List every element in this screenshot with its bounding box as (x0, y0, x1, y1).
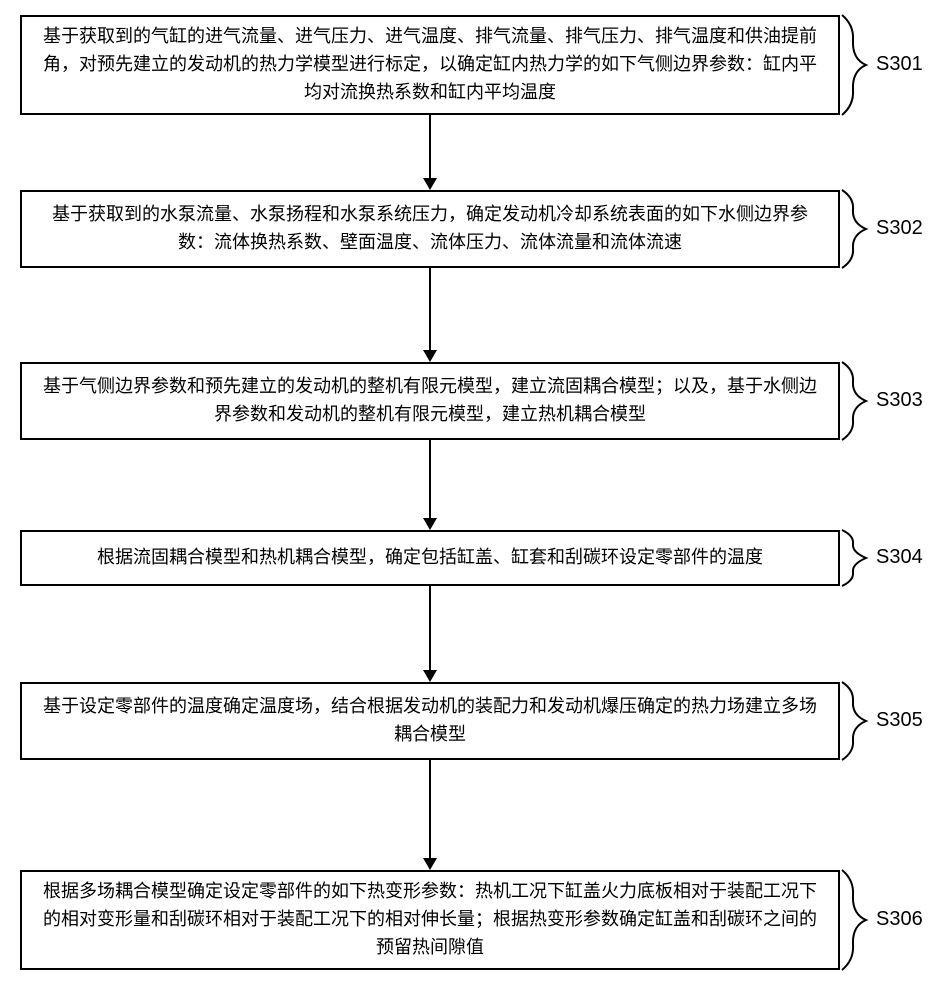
flow-step-s306: 根据多场耦合模型确定设定零部件的如下热变形参数：热机工况下缸盖火力底板相对于装配… (20, 870, 840, 970)
flow-step-text: 根据流固耦合模型和热机耦合模型，确定包括缸盖、缸套和刮碳环设定零部件的温度 (97, 544, 763, 572)
flow-step-s301: 基于获取到的气缸的进气流量、进气压力、进气温度、排气流量、排气压力、排气温度和供… (20, 15, 840, 115)
flow-step-label-s304: S304 (876, 546, 923, 569)
flow-step-s305: 基于设定零部件的温度确定温度场，结合根据发动机的装配力和发动机爆压确定的热力场建… (20, 682, 840, 760)
flow-arrow (415, 115, 445, 190)
brace-connector (842, 870, 870, 970)
brace-connector (842, 190, 870, 268)
flow-step-text: 根据多场耦合模型确定设定零部件的如下热变形参数：热机工况下缸盖火力底板相对于装配… (42, 878, 818, 962)
flow-step-label-s305: S305 (876, 709, 923, 732)
flow-step-label-s301: S301 (876, 53, 923, 76)
flowchart-canvas: 基于获取到的气缸的进气流量、进气压力、进气温度、排气流量、排气压力、排气温度和供… (0, 0, 942, 1000)
brace-connector (842, 682, 870, 760)
flow-step-s304: 根据流固耦合模型和热机耦合模型，确定包括缸盖、缸套和刮碳环设定零部件的温度 (20, 530, 840, 586)
flow-step-text: 基于获取到的水泵流量、水泵扬程和水泵系统压力，确定发动机冷却系统表面的如下水侧边… (42, 201, 818, 257)
flow-step-label-s302: S302 (876, 217, 923, 240)
flow-arrow (415, 440, 445, 530)
flow-step-s303: 基于气侧边界参数和预先建立的发动机的整机有限元模型，建立流固耦合模型；以及，基于… (20, 362, 840, 440)
flow-step-text: 基于气侧边界参数和预先建立的发动机的整机有限元模型，建立流固耦合模型；以及，基于… (42, 373, 818, 429)
brace-connector (842, 15, 870, 115)
flow-step-label-s306: S306 (876, 908, 923, 931)
flow-step-text: 基于设定零部件的温度确定温度场，结合根据发动机的装配力和发动机爆压确定的热力场建… (42, 693, 818, 749)
flow-step-label-s303: S303 (876, 389, 923, 412)
flow-step-s302: 基于获取到的水泵流量、水泵扬程和水泵系统压力，确定发动机冷却系统表面的如下水侧边… (20, 190, 840, 268)
brace-connector (842, 362, 870, 440)
flow-step-text: 基于获取到的气缸的进气流量、进气压力、进气温度、排气流量、排气压力、排气温度和供… (42, 23, 818, 107)
flow-arrow (415, 268, 445, 362)
flow-arrow (415, 586, 445, 682)
brace-connector (842, 530, 870, 586)
flow-arrow (415, 760, 445, 870)
